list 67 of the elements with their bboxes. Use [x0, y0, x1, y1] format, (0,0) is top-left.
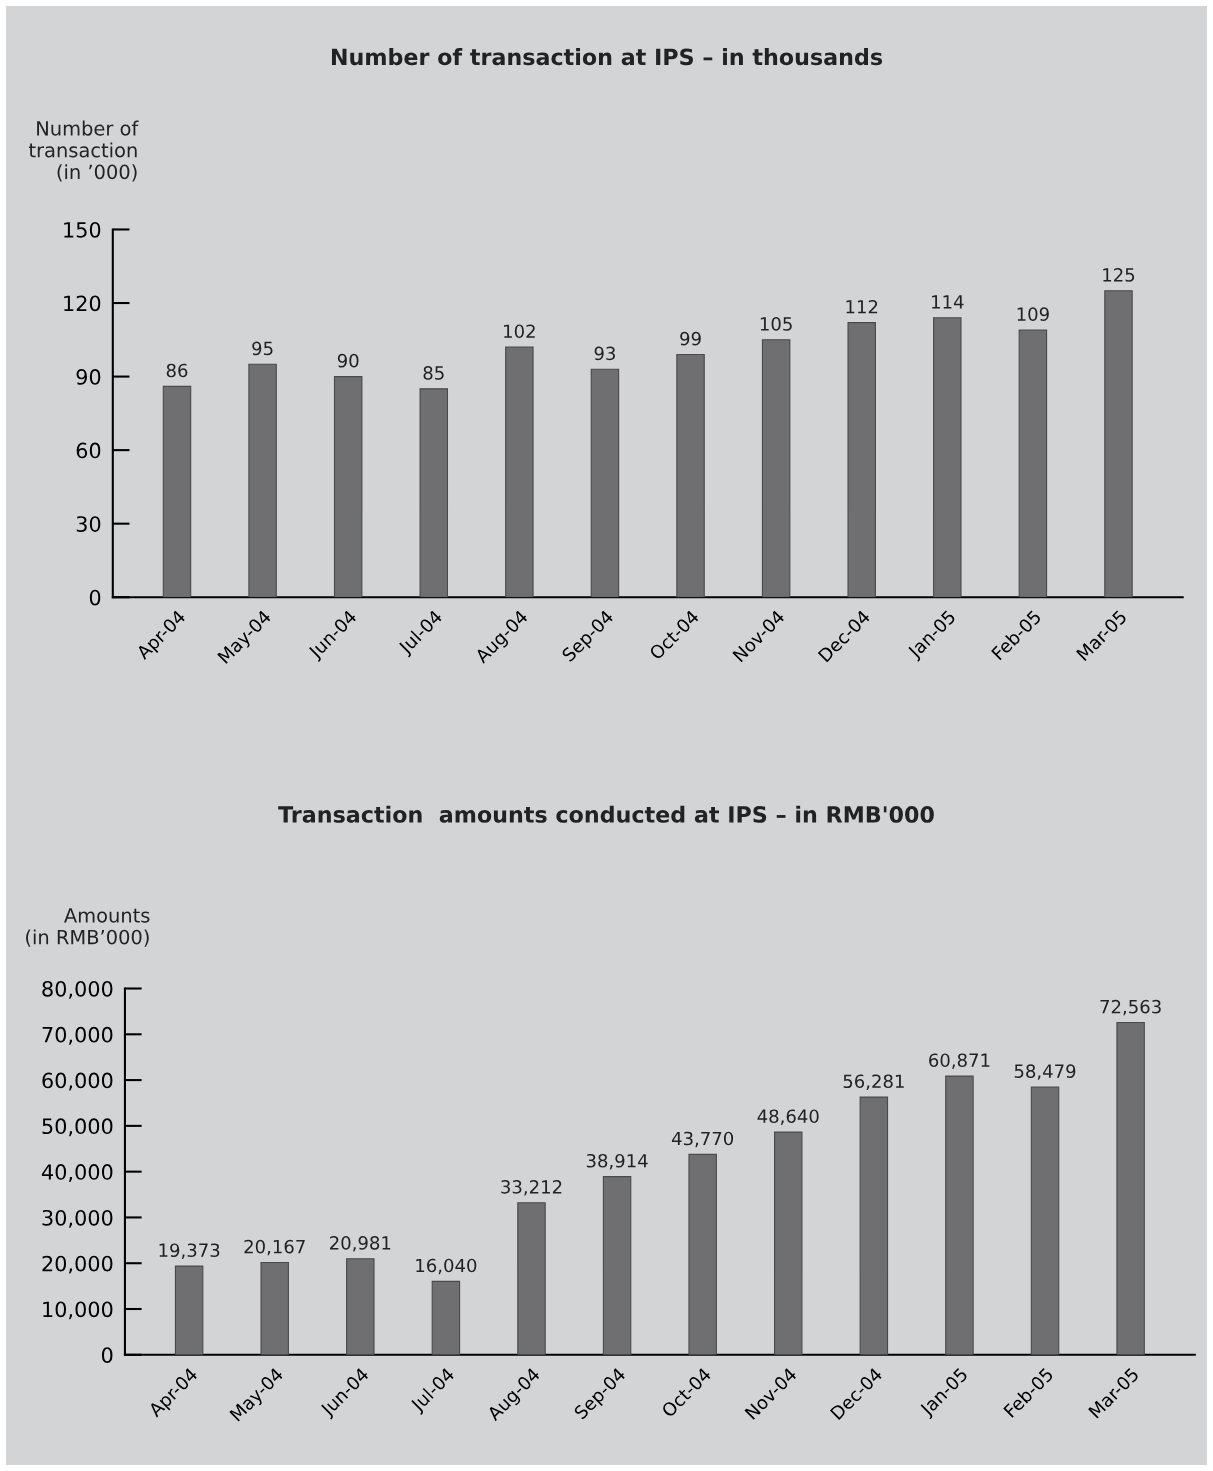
data-label: 56,281 [843, 1074, 904, 1090]
y-tick-label: 10,000 [43, 1301, 113, 1320]
bar [761, 339, 791, 598]
y-tick-label: 120 [64, 295, 101, 312]
y-tick-label: 0 [101, 1347, 113, 1363]
bar [174, 1265, 204, 1355]
data-label: 90 [337, 353, 359, 368]
data-label: 20,167 [244, 1239, 305, 1256]
bar [774, 1131, 803, 1355]
y-tick-label: 50,000 [42, 1118, 113, 1137]
y-tick-label: 60,000 [42, 1072, 113, 1091]
bar [431, 1280, 461, 1355]
bar [676, 353, 705, 598]
bar [1116, 1022, 1145, 1355]
bar [1104, 290, 1133, 598]
bar [346, 1258, 375, 1355]
bar [602, 1176, 632, 1355]
data-label: 72,563 [1100, 999, 1161, 1016]
data-label: 102 [504, 324, 535, 339]
y-tick-label: 40,000 [41, 1164, 113, 1182]
y-tick-label: 20,000 [42, 1255, 113, 1274]
bar [1030, 1086, 1060, 1355]
data-label: 85 [423, 366, 444, 380]
data-label: 112 [846, 299, 878, 314]
data-label: 48,640 [757, 1109, 819, 1125]
bar [248, 363, 277, 598]
y-tick-label: 150 [64, 221, 101, 238]
y-axis-title: Amounts (in RMB’000) [26, 908, 150, 947]
bar [419, 388, 449, 598]
y-tick-label: 0 [89, 589, 101, 606]
data-label: 95 [252, 341, 273, 356]
y-tick-label: 30,000 [42, 1209, 113, 1228]
chart-title: Transaction amounts conducted at IPS – in RMB'000 [278, 805, 934, 823]
bar [688, 1153, 717, 1355]
bar [859, 1096, 889, 1355]
bar [945, 1075, 974, 1355]
bar [505, 346, 534, 598]
data-label: 43,770 [671, 1131, 734, 1148]
bar [333, 376, 363, 598]
bar [162, 385, 192, 598]
data-label: 125 [1103, 268, 1135, 282]
data-label: 105 [760, 317, 792, 331]
data-label: 114 [932, 295, 964, 309]
chart-title: Number of transaction at IPS – in thousands [331, 48, 883, 66]
data-label: 16,040 [416, 1258, 477, 1275]
data-label: 20,981 [330, 1236, 391, 1252]
data-label: 38,914 [586, 1153, 648, 1170]
bar [1018, 329, 1048, 598]
data-label: 60,871 [929, 1053, 990, 1069]
bar [590, 368, 620, 598]
data-label: 33,212 [501, 1180, 562, 1196]
y-tick-label: 70,000 [42, 1026, 113, 1045]
y-axis-title: Number of transaction (in ’000) [28, 120, 139, 182]
data-label: 99 [680, 331, 701, 346]
data-label: 58,479 [1014, 1064, 1076, 1080]
bar [847, 322, 876, 598]
data-label: 93 [594, 346, 615, 361]
bar [933, 317, 962, 598]
bar [260, 1261, 289, 1355]
data-label: 19,373 [159, 1243, 220, 1259]
data-label: 86 [166, 363, 188, 378]
y-tick-label: 80,000 [42, 980, 113, 999]
y-tick-label: 60 [76, 442, 101, 459]
bar [517, 1202, 546, 1355]
data-label: 109 [1017, 307, 1049, 321]
y-tick-label: 90 [76, 369, 101, 385]
y-tick-label: 30 [76, 516, 101, 532]
